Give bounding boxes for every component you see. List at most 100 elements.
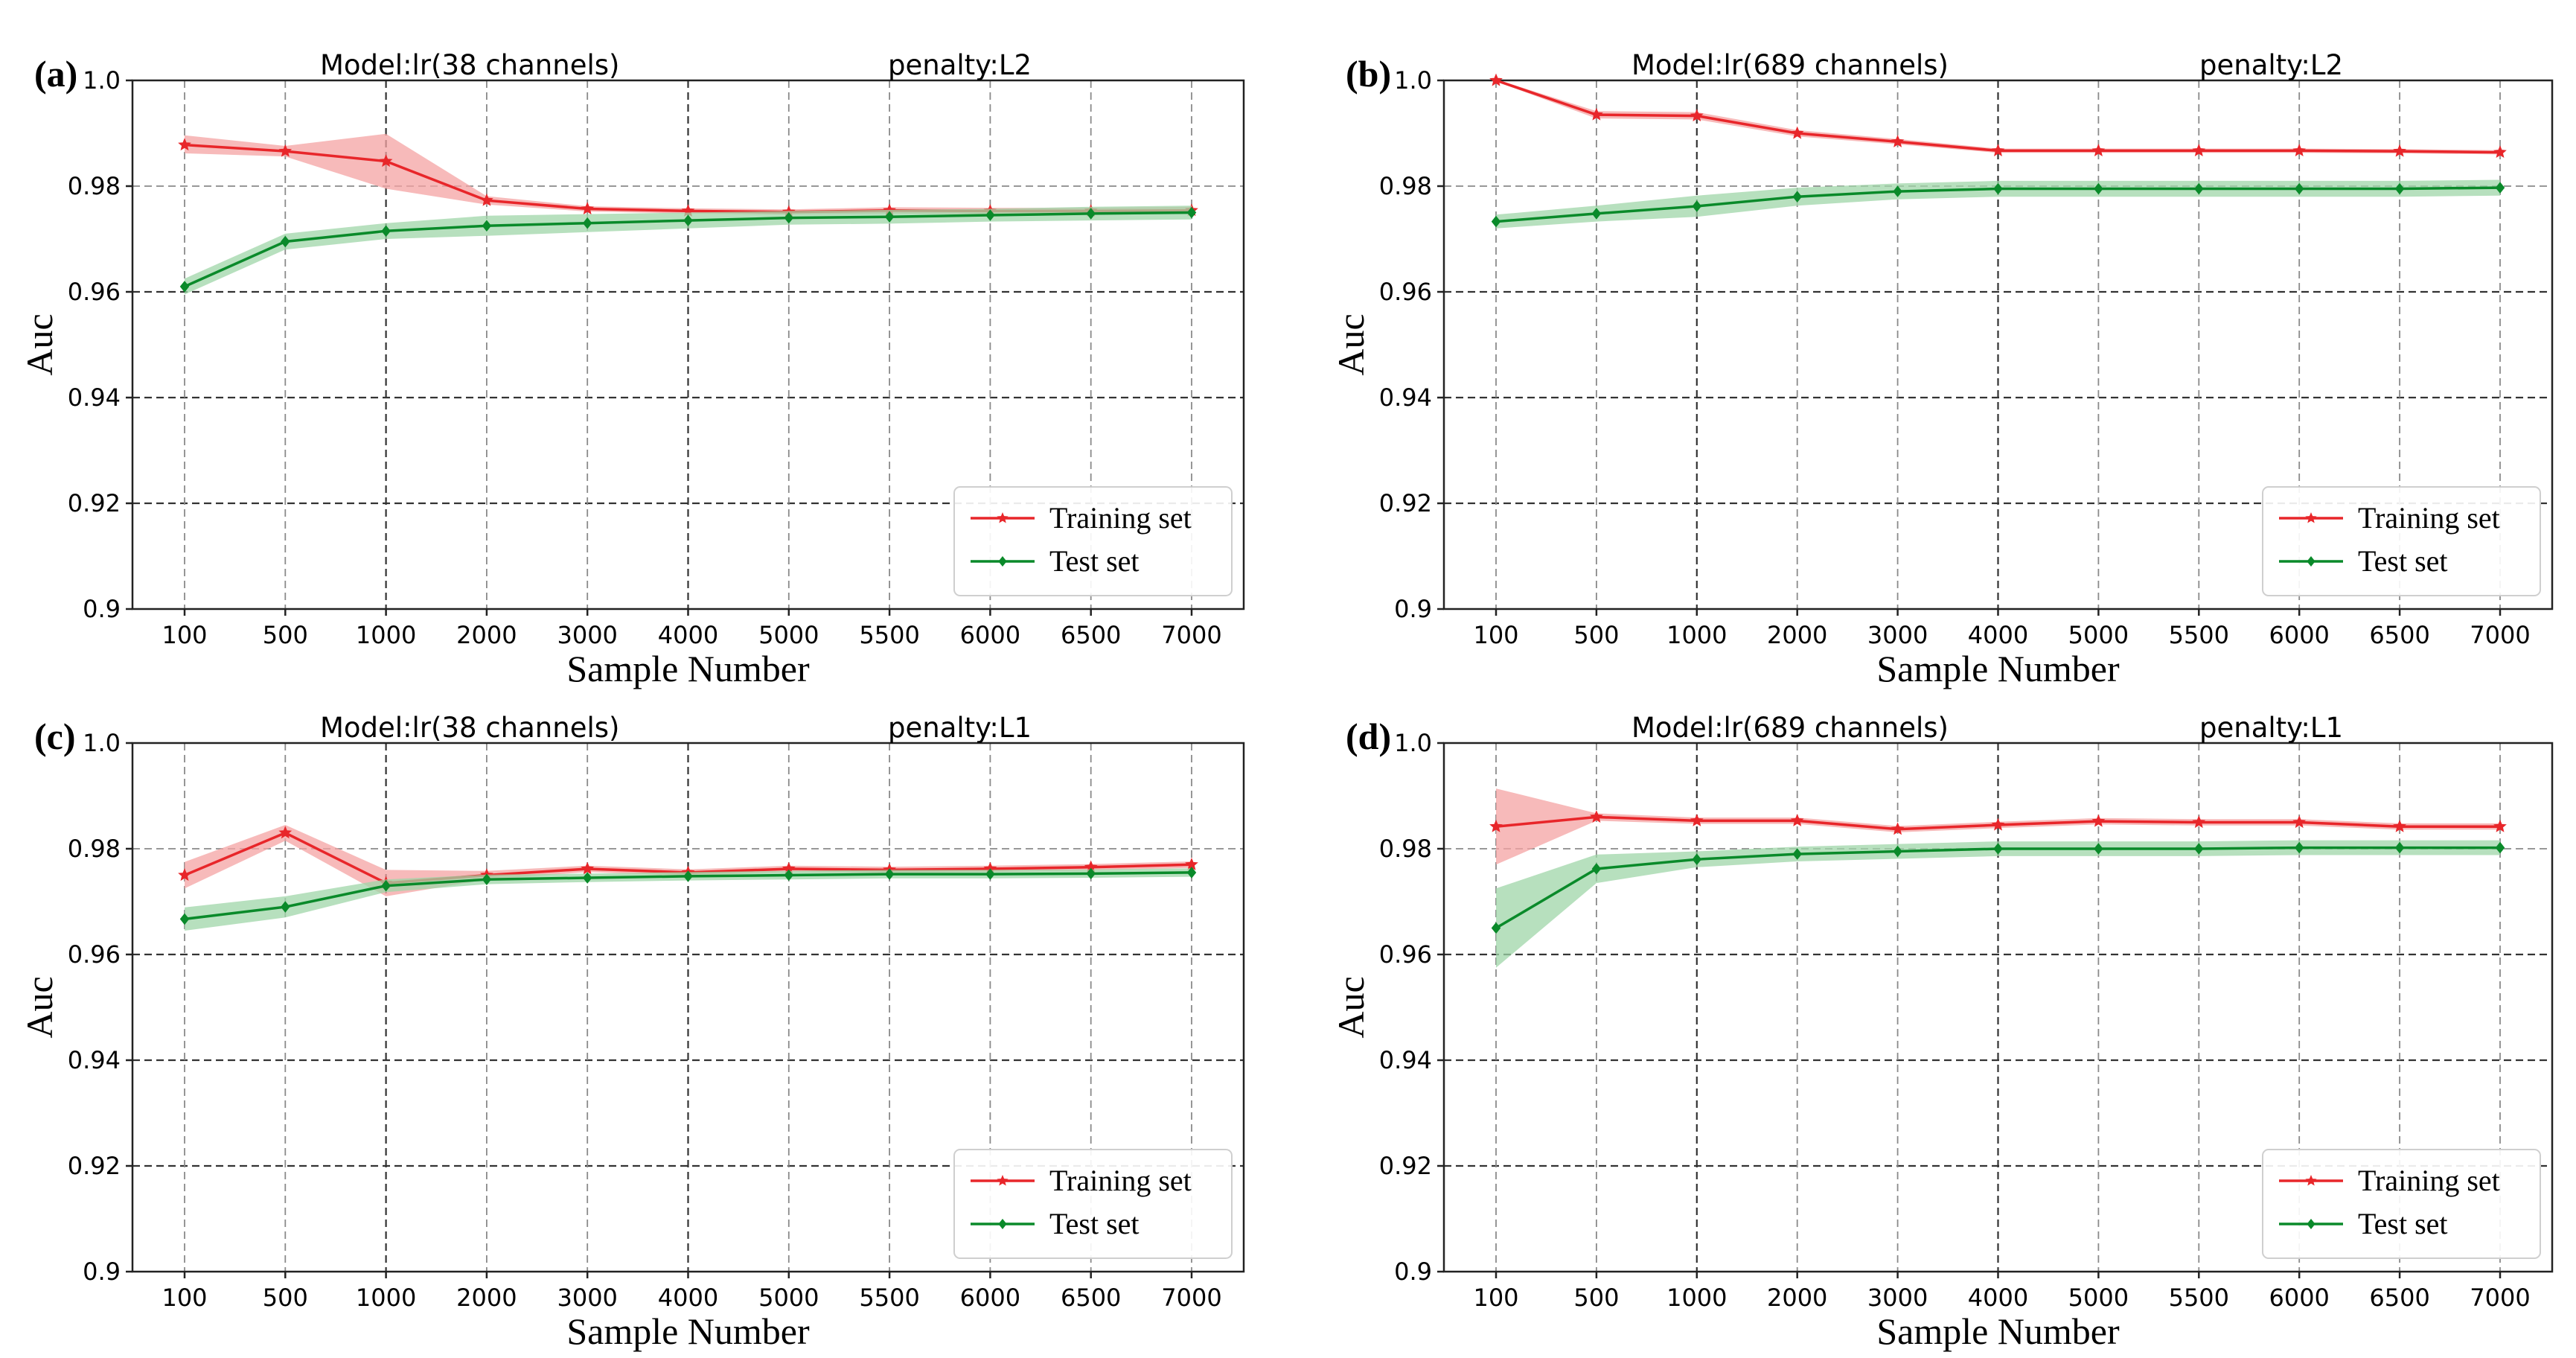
data-point [1891,822,1905,835]
legend-entry: Test set [1049,1207,1140,1240]
x-tick-label: 5500 [2169,621,2229,649]
chart-panel-d: 0.9 0.92 0.94 0.96 0.98 1.0 100 500 1000 2000 3000… [1330,712,2554,1352]
data-point [2393,144,2406,157]
data-point [1590,810,1603,823]
x-tick-label: 7000 [1161,621,1221,649]
data-point [2091,814,2106,827]
x-tick-label: 1000 [1666,621,1727,649]
data-point [1591,863,1602,875]
data-point [2495,182,2505,194]
data-point [2493,145,2507,159]
data-point [1086,867,1096,880]
x-tick-label: 2000 [456,1284,517,1312]
data-point [179,913,190,925]
data-point [381,879,391,892]
data-point [884,868,895,880]
x-tick-label: 5500 [2169,1284,2229,1312]
legend-entry: Test set [2358,1207,2448,1240]
data-point [1792,848,1802,860]
data-point [1991,144,2005,156]
data-point [1186,867,1197,879]
data-point [1086,208,1096,220]
data-point [985,868,995,880]
chart-panel-a: 0.9 0.92 0.94 0.96 0.98 1.0 100 500 1000 2000 3000… [19,49,1245,689]
series-test [179,205,1197,295]
data-point [278,826,293,839]
x-tick-label: 3000 [557,621,617,649]
legend-marker [2307,1219,2315,1229]
y-tick-label: 0.96 [1379,278,1432,306]
annotation-penalty: penalty:L2 [2199,49,2343,81]
x-tick-label: 4000 [1968,1284,2028,1312]
x-tick-label: 5000 [758,621,819,649]
data-point [582,872,592,884]
y-tick-label: 1.0 [83,729,121,757]
legend-marker [998,556,1007,567]
annotation-penalty: penalty:L2 [888,49,1032,81]
series-training [1489,73,2507,159]
y-tick-label: 0.94 [1379,383,1432,412]
x-tick-label: 3000 [1867,621,1928,649]
x-tick-label: 3000 [1867,1284,1928,1312]
data-point [379,154,393,168]
panel-label: (c) [34,715,76,757]
data-point [2192,144,2206,156]
y-tick-label: 0.98 [1379,172,1432,200]
data-point [1790,814,1804,826]
x-tick-label: 3000 [557,1284,617,1312]
panel-label: (d) [1346,715,1391,757]
data-point [1186,206,1197,219]
data-point [581,861,595,875]
legend: Training set Test set [953,1149,1233,1259]
data-point [1792,191,1802,203]
x-axis-title: Sample Number [1876,648,2120,689]
y-tick-label: 0.96 [1379,940,1432,969]
x-tick-label: 6000 [960,621,1020,649]
data-point [1692,200,1702,212]
x-tick-label: 500 [263,1284,308,1312]
data-point [2194,182,2204,195]
x-tick-label: 7000 [2470,1284,2530,1312]
x-tick-label: 100 [162,1284,207,1312]
y-tick-label: 0.9 [83,1257,121,1286]
y-tick-label: 1.0 [83,66,121,95]
x-tick-label: 4000 [658,1284,718,1312]
legend-entry: Training set [2358,1164,2500,1197]
data-point [683,870,693,882]
x-tick-label: 6000 [960,1284,1020,1312]
annotation-model: Model:lr(689 channels) [1631,712,1949,744]
data-point [2292,815,2307,829]
y-tick-label: 0.94 [68,1046,121,1074]
y-tick-label: 0.94 [1379,1046,1432,1074]
x-tick-label: 5000 [2068,621,2129,649]
data-point [281,901,290,913]
x-tick-label: 2000 [456,621,517,649]
x-tick-label: 100 [162,621,207,649]
data-point [1790,126,1804,139]
annotation-model: Model:lr(38 channels) [320,49,619,81]
data-point [582,217,592,229]
data-point [2495,841,2505,854]
y-tick-label: 0.98 [68,172,121,200]
x-tick-label: 2000 [1767,621,1827,649]
x-tick-label: 1000 [356,621,416,649]
chart-panel-b: 0.9 0.92 0.94 0.96 0.98 1.0 100 500 1000 2000 3000… [1330,49,2554,689]
legend-box [2262,1149,2541,1259]
x-tick-label: 500 [1573,621,1619,649]
legend-box [953,1149,1233,1259]
data-point [1993,182,2003,195]
data-point [281,235,290,248]
data-point [482,220,492,232]
y-tick-label: 0.96 [68,940,121,969]
y-tick-label: 0.98 [68,835,121,863]
x-tick-label: 500 [1573,1284,1619,1312]
data-point [2094,843,2103,855]
data-point [178,138,191,151]
legend: Training set Test set [2262,486,2541,596]
data-point [2294,841,2304,854]
y-tick-label: 1.0 [1394,729,1432,757]
annotation-penalty: penalty:L1 [888,712,1032,744]
data-point [482,873,492,885]
data-point [2294,182,2304,195]
legend-marker [2305,512,2317,523]
